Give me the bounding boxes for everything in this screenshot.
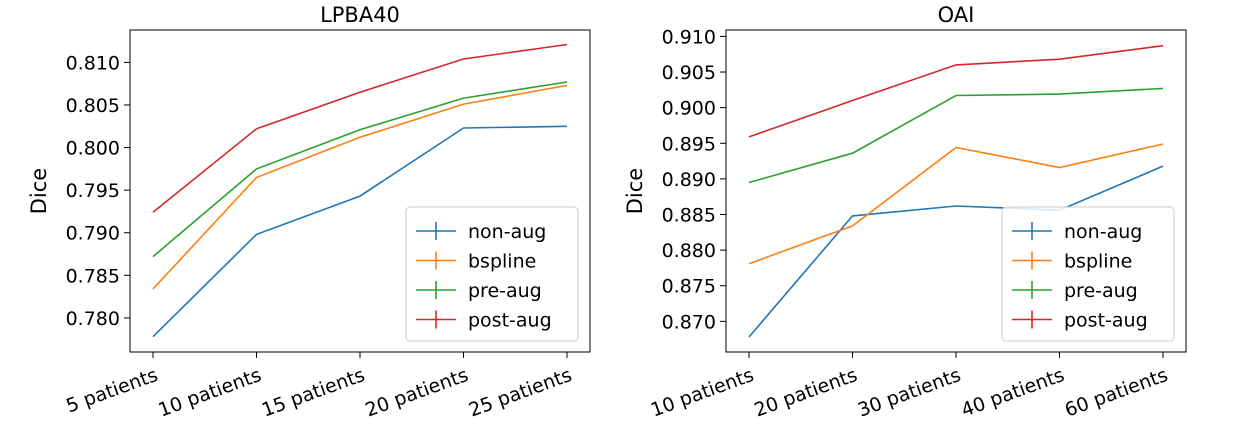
y-tick-label: 0.790: [66, 223, 120, 245]
legend-label-post-aug: post-aug: [1064, 310, 1148, 332]
y-tick-label: 0.810: [66, 52, 120, 74]
x-tick-label: 5 patients: [63, 364, 160, 417]
chart-panel-oai: OAI Dice 0.870 0.875 0.880 0.885 0.890 0.895 0.9…: [623, 3, 1186, 422]
legend-label-bspline: bspline: [1064, 251, 1132, 273]
legend: non-aug bspline pre-aug post-aug: [1002, 207, 1174, 341]
y-tick-label: 0.785: [66, 265, 120, 287]
x-tick-label: 60 patients: [1062, 364, 1171, 422]
legend-label-non-aug: non-aug: [468, 221, 546, 243]
chart-title: LPBA40: [320, 3, 400, 27]
y-tick-label: 0.870: [662, 311, 716, 333]
legend: non-aug bspline pre-aug post-aug: [406, 207, 578, 341]
x-tick-label: 25 patients: [466, 364, 575, 422]
legend-label-non-aug: non-aug: [1064, 221, 1142, 243]
y-tick-label: 0.890: [662, 169, 716, 191]
x-tick-label: 10 patients: [648, 364, 757, 422]
y-axis-label: Dice: [27, 168, 51, 214]
y-tick-label: 0.780: [66, 308, 120, 330]
series-line-pre-aug: [749, 88, 1163, 182]
y-tick-label: 0.880: [662, 240, 716, 262]
y-tick-label: 0.900: [662, 98, 716, 120]
x-tick-label: 30 patients: [855, 364, 964, 422]
chart-panel-lpba40: LPBA40 Dice 0.780 0.785 0.790 0.795 0.800 0.805…: [27, 3, 590, 422]
chart-title: OAI: [938, 3, 975, 27]
x-tick-label: 20 patients: [751, 364, 860, 422]
legend-label-pre-aug: pre-aug: [1064, 280, 1138, 302]
legend-label-bspline: bspline: [468, 251, 536, 273]
y-tick-label: 0.875: [662, 276, 716, 298]
y-tick-label: 0.805: [66, 95, 120, 117]
x-tick-label: 15 patients: [259, 364, 368, 422]
x-tick-label: 10 patients: [155, 364, 264, 422]
y-tick-label: 0.885: [662, 205, 716, 227]
x-tick-label: 40 patients: [958, 364, 1067, 422]
y-axis-label: Dice: [623, 168, 647, 214]
y-tick-label: 0.895: [662, 133, 716, 155]
y-tick-label: 0.795: [66, 180, 120, 202]
y-tick-label: 0.905: [662, 62, 716, 84]
y-tick-label: 0.800: [66, 138, 120, 160]
legend-label-pre-aug: pre-aug: [468, 280, 542, 302]
series-line-post-aug: [153, 45, 567, 213]
y-tick-label: 0.910: [662, 26, 716, 48]
x-tick-label: 20 patients: [362, 364, 471, 422]
legend-label-post-aug: post-aug: [468, 310, 552, 332]
